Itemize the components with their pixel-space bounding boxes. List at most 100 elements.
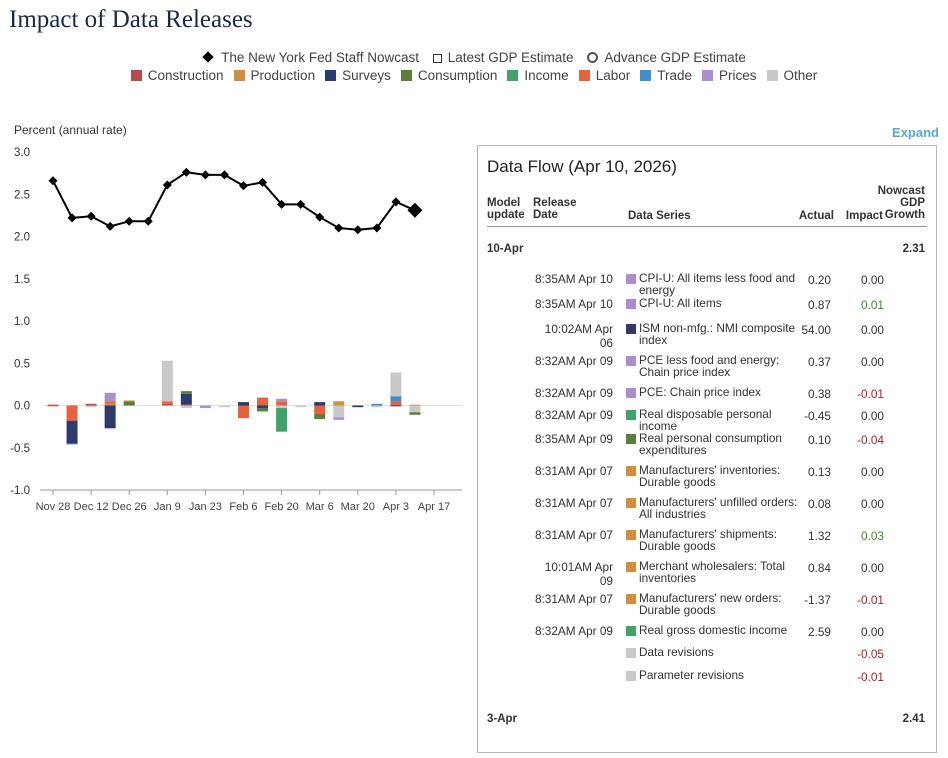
nowcast-point: [372, 223, 382, 233]
data-series-name: PCE less food and energy: Chain price in…: [639, 353, 780, 379]
legend-categories: Construction Production Surveys Consumption…: [0, 68, 948, 83]
legend-item-other[interactable]: Other: [766, 68, 817, 83]
contribution-bar-surveys: [104, 405, 116, 429]
impact-value: 0.00: [861, 323, 884, 337]
contribution-bar-surveys: [238, 402, 249, 406]
contribution-bar-other: [371, 405, 383, 408]
legend-item-labor[interactable]: Labor: [578, 68, 630, 83]
panel-title: Data Flow (Apr 10, 2026): [487, 157, 677, 176]
contribution-bar-surveys: [66, 420, 78, 444]
impact-value: -0.05: [857, 647, 884, 661]
header-model-update: Model update: [487, 197, 525, 221]
expand-link[interactable]: Expand: [892, 125, 939, 140]
legend-item-prices[interactable]: Prices: [701, 68, 757, 83]
contribution-bar-production: [409, 404, 421, 406]
header-release-date: Release Date: [533, 197, 577, 221]
release-time: 8:32AM Apr 09: [534, 354, 613, 368]
contribution-bar-other: [333, 405, 345, 418]
contribution-bar-surveys: [314, 402, 326, 406]
legend-label: Construction: [147, 68, 224, 83]
data-series-name: Manufacturers' unfilled orders: All indu…: [639, 495, 798, 521]
release-time: 8:32AM Apr 09: [534, 624, 613, 638]
x-tick-label: Dec 12: [74, 501, 109, 513]
y-tick-label: 0.0: [14, 401, 30, 413]
color-swatch-icon: [507, 70, 519, 81]
y-axis-label: Percent (annual rate): [14, 123, 127, 137]
legend-item-nowcast[interactable]: The New York Fed Staff Nowcast: [202, 50, 419, 65]
category-swatch-icon: [626, 274, 636, 284]
nowcast-point: [296, 199, 306, 209]
group-label: 10-Apr: [487, 243, 524, 255]
contribution-bar-other: [257, 397, 269, 398]
impact-value: 0.00: [861, 273, 884, 287]
data-series-name: Real disposable personal income: [639, 407, 772, 433]
release-time: 8:35AM Apr 09: [534, 432, 613, 446]
category-swatch-icon: [626, 434, 636, 444]
release-time: 8:32AM Apr 09: [534, 408, 613, 422]
header-nowcast: Nowcast GDP Growth: [877, 185, 925, 221]
actual-value: 0.37: [808, 355, 831, 369]
legend-label: Trade: [657, 68, 692, 83]
x-tick-label: Mar 20: [341, 501, 375, 513]
category-swatch-icon: [626, 388, 636, 398]
color-swatch-icon: [701, 70, 713, 81]
y-tick-label: -0.5: [10, 443, 30, 455]
nowcast-point: [315, 212, 325, 222]
legend-item-production[interactable]: Production: [233, 68, 315, 83]
x-tick-label: Dec 26: [112, 501, 147, 513]
category-swatch-icon: [626, 356, 636, 366]
actual-value: 0.87: [808, 298, 831, 312]
impact-value: -0.01: [857, 593, 884, 607]
legend-item-surveys[interactable]: Surveys: [325, 68, 391, 83]
contribution-bar-labor: [257, 397, 269, 406]
release-time: 8:35AM Apr 10: [534, 272, 613, 286]
contribution-bar-prices: [104, 392, 116, 402]
actual-value: 0.20: [808, 273, 831, 287]
contribution-bar-consumption: [257, 408, 269, 412]
contribution-bar-labor: [66, 405, 78, 421]
contribution-bar-other: [218, 405, 230, 408]
nowcast-line: [52, 171, 416, 231]
color-swatch-icon: [640, 70, 652, 81]
category-swatch-icon: [626, 530, 636, 540]
nowcast-point: [143, 216, 153, 226]
release-time: 8:31AM Apr 07: [534, 592, 613, 606]
color-swatch-icon: [233, 70, 245, 81]
nowcast-point: [124, 216, 134, 226]
legend-item-advance-gdp[interactable]: Advance GDP Estimate: [587, 50, 746, 65]
contribution-bar-production: [104, 402, 116, 406]
legend-item-trade[interactable]: Trade: [640, 68, 692, 83]
y-tick-label: 0.5: [14, 358, 30, 370]
nowcast-point: [407, 202, 423, 218]
category-swatch-icon: [626, 626, 636, 636]
impact-value: 0.00: [861, 355, 884, 369]
legend-item-latest-gdp[interactable]: Latest GDP Estimate: [432, 50, 574, 65]
legend-label: Latest GDP Estimate: [447, 50, 574, 65]
color-swatch-icon: [400, 70, 412, 81]
legend-item-consumption[interactable]: Consumption: [400, 68, 497, 83]
nowcast-point: [239, 181, 248, 191]
contribution-bar-construction: [85, 403, 97, 406]
impact-value: 0.01: [861, 298, 884, 312]
category-swatch-icon: [626, 466, 636, 476]
data-series-name: Data revisions: [639, 645, 714, 659]
legend-item-income[interactable]: Income: [507, 68, 569, 83]
impact-value: 0.00: [861, 465, 884, 479]
contribution-bar-labor: [276, 401, 288, 406]
nowcast-point: [219, 170, 229, 180]
actual-value: 0.08: [808, 497, 831, 511]
y-tick-label: 2.5: [14, 189, 30, 201]
color-swatch-icon: [325, 70, 337, 81]
contribution-bar-trade: [390, 396, 402, 402]
header-actual: Actual: [798, 210, 834, 222]
legend-item-construction[interactable]: Construction: [130, 68, 224, 83]
color-swatch-icon: [130, 70, 142, 81]
contribution-bar-other: [180, 405, 192, 409]
data-series-name: PCE: Chain price index: [639, 385, 761, 399]
contribution-bar-other: [85, 405, 97, 408]
y-tick-label: 1.0: [14, 316, 30, 328]
contribution-bar-labor: [238, 405, 249, 419]
category-swatch-icon: [626, 671, 636, 681]
category-swatch-icon: [626, 594, 636, 604]
data-series-name: Real personal consumption expenditures: [639, 431, 782, 457]
